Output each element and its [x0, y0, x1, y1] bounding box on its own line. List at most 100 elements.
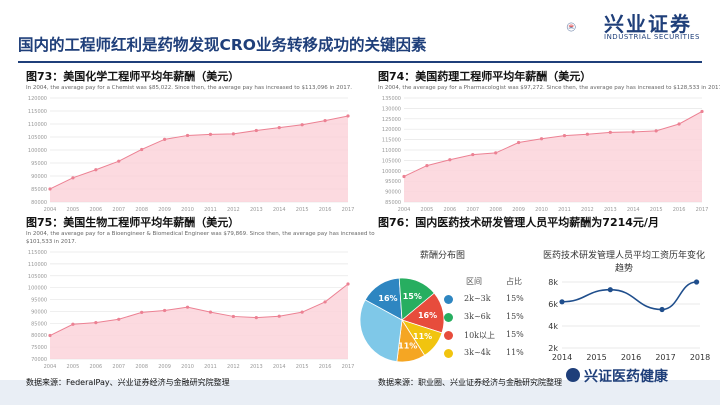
fig74-xtick-label: 2010: [535, 207, 548, 213]
fig73-ytick-label: 80000: [31, 200, 47, 206]
fig74-ytick-label: 135000: [382, 96, 401, 102]
fig73-series-line: [49, 115, 349, 190]
fig73-xtick-label: 2004: [44, 207, 57, 213]
logo-text-cn: 兴业证券: [604, 12, 692, 36]
line76-series-line: [561, 281, 697, 311]
fig74-data-point: [402, 174, 406, 179]
line76-xtick-label: 2014: [552, 353, 572, 362]
fig73-data-point: [117, 159, 121, 163]
fig75-ytick-label: 100000: [28, 286, 47, 292]
fig73-ytick-label: 85000: [31, 187, 47, 193]
fig73-xtick-label: 2012: [227, 207, 240, 213]
legend-row: 10k以上 15%: [444, 330, 524, 342]
fig73-ytick-label: 120000: [28, 96, 47, 102]
fig74-ytick-label: 90000: [385, 190, 401, 196]
fig73-ytick-label: 105000: [28, 135, 47, 141]
fig74-ytick-label: 120000: [382, 127, 401, 133]
fig75-data-point: [300, 310, 304, 314]
legend-row: 3k~4k 11%: [444, 348, 524, 360]
slide-title: 国内的工程师红利是药物发现CRO业务转移成功的关键因素: [18, 36, 427, 54]
fig75-data-point: [277, 314, 281, 318]
fig75-data-point: [163, 308, 167, 313]
fig75-data-point: [185, 305, 190, 309]
fig73-data-point: [300, 123, 304, 127]
fig74-data-point: [448, 158, 452, 162]
line76-ytick-label: 6k: [548, 300, 558, 309]
fig73-xtick-label: 2017: [342, 207, 354, 213]
fig74-data-point: [677, 122, 681, 126]
legend-row: 3k~6k 15%: [444, 312, 524, 324]
fig74-xtick-label: 2015: [650, 207, 663, 213]
fig75-xtick-label: 2004: [44, 364, 57, 370]
fig74-data-point: [585, 132, 589, 136]
fig75-data-point: [231, 314, 235, 319]
fig75-ytick-label: 75000: [31, 345, 47, 351]
fig73-area-fill: [50, 115, 348, 202]
fig76-title: 图76：国内医药技术研发管理人员平均薪酬为7214元/月: [378, 216, 659, 229]
legend-range: 2k~3k: [464, 294, 491, 303]
legend-range: 3k~6k: [464, 312, 491, 321]
fig73-data-point: [208, 132, 213, 136]
pie-slice-label: 16%: [418, 311, 437, 320]
fig74-area-fill: [404, 111, 702, 202]
fig73-data-point: [163, 137, 167, 141]
line76-ytick-label: 4k: [548, 322, 558, 331]
line76-xtick-label: 2016: [621, 353, 641, 362]
fig75-ytick-label: 85000: [31, 321, 47, 327]
fig73-title: 图73：美国化学工程师平均年薪酬（美元）: [26, 70, 240, 83]
fig73-xtick-label: 2015: [296, 207, 309, 213]
fig75-xtick-label: 2006: [89, 364, 102, 370]
fig75-data-point: [48, 333, 52, 338]
fig73-note: In 2004, the average pay for a Chemist w…: [26, 85, 353, 91]
legend-header-share: 占比: [506, 277, 522, 286]
pie-slice-label: 11%: [413, 332, 432, 341]
fig75-xtick-label: 2017: [342, 364, 354, 370]
fig73-xtick-label: 2013: [250, 207, 263, 213]
pie-slice-label: 15%: [403, 292, 422, 301]
fig75-data-point: [208, 310, 213, 314]
fig73-ytick-label: 115000: [28, 109, 47, 115]
fig74-data-point: [539, 137, 544, 141]
fig75-data-point: [346, 282, 350, 286]
fig75-data-point: [117, 317, 121, 321]
fig75-data-point: [71, 322, 75, 326]
fig75-xtick-label: 2010: [181, 364, 194, 370]
watermark-text: 兴证医药健康: [584, 369, 668, 385]
pie-slice-label: 16%: [378, 294, 397, 303]
fig74-data-point: [608, 130, 612, 134]
fig73-data-point: [71, 176, 75, 180]
fig74-data-point: [425, 164, 429, 168]
fig75-area-chart: 70000 75000 80000 85000 90000 95000 100000 1050…: [28, 250, 354, 370]
fig74-xtick-label: 2006: [443, 207, 456, 213]
fig74-title: 图74：美国药理工程师平均年薪酬（美元）: [378, 70, 592, 83]
legend-dot-icon: [444, 349, 453, 358]
pie-legend: 2k~3k 15% 3k~6k 15% 10k以上 15% 3k~4k 11%: [444, 294, 524, 374]
fig75-data-point: [94, 321, 98, 325]
fig74-data-point: [562, 134, 567, 138]
fig74-xtick-label: 2016: [673, 207, 686, 213]
fig74-series-line: [403, 111, 703, 177]
fig75-xtick-label: 2005: [67, 364, 80, 370]
fig73-xtick-label: 2014: [273, 207, 286, 213]
fig73-data-point: [94, 168, 98, 172]
fig74-data-point: [494, 151, 498, 155]
line-chart-title-line2: 趋势: [614, 264, 633, 274]
legend-dot-icon: [444, 295, 453, 304]
fig73-xtick-label: 2005: [67, 207, 80, 213]
line76-data-point: [607, 287, 613, 293]
fig74-xtick-label: 2007: [466, 207, 479, 213]
fig73-data-point: [277, 126, 281, 130]
legend-dot-icon: [444, 313, 453, 322]
fig73-xtick-label: 2016: [319, 207, 332, 213]
fig75-note-line1: In 2004, the average pay for a Bioengine…: [26, 231, 375, 237]
fig75-ytick-label: 105000: [28, 274, 47, 280]
fig75-series-line: [49, 283, 349, 336]
fig75-ytick-label: 95000: [31, 298, 47, 304]
source-left: 数据来源：FederalPay、兴业证券经济与金融研究院整理: [26, 378, 230, 387]
fig74-xtick-label: 2012: [581, 207, 594, 213]
fig74-xtick-label: 2013: [604, 207, 617, 213]
salary-distribution-pie-chart: 16% 15% 16% 11%11%: [359, 277, 445, 363]
line-chart-title: 医药技术研发管理人员平均工资历年变化 趋势: [538, 248, 710, 274]
fig75-xtick-label: 2007: [112, 364, 125, 370]
fig75-xtick-label: 2008: [135, 364, 148, 370]
